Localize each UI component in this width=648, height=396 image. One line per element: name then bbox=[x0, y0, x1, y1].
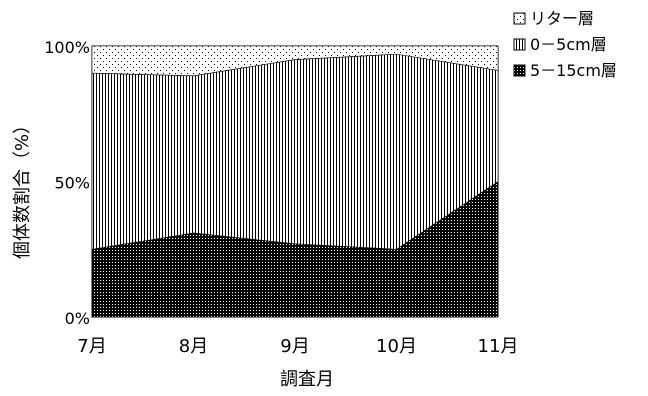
series-area-3 bbox=[91, 45, 499, 77]
y-tick-label: 0% bbox=[65, 309, 90, 328]
x-tick-label: 8月 bbox=[179, 336, 208, 357]
x-tick-label: 10月 bbox=[376, 336, 417, 357]
x-tick-label: 7月 bbox=[77, 336, 106, 357]
legend-swatch bbox=[513, 12, 526, 25]
legend-label: 5－15cm層 bbox=[530, 61, 617, 80]
legend-swatch bbox=[513, 38, 526, 51]
y-axis-title: 個体数割合（%） bbox=[12, 116, 33, 259]
x-tick-label: 9月 bbox=[280, 336, 309, 357]
x-tick-label: 11月 bbox=[478, 336, 519, 357]
x-axis-title: 調査月 bbox=[280, 369, 334, 390]
y-tick-label: 100% bbox=[44, 38, 90, 57]
legend-label: 0－5cm層 bbox=[530, 35, 607, 54]
legend-item: 0－5cm層 bbox=[513, 35, 607, 54]
series-area-2 bbox=[91, 53, 499, 250]
y-tick-label: 50% bbox=[54, 174, 90, 193]
legend-item: リター層 bbox=[513, 9, 594, 28]
legend-label: リター層 bbox=[530, 9, 594, 28]
legend-item: 5－15cm層 bbox=[513, 61, 617, 80]
legend-swatch bbox=[513, 64, 526, 77]
